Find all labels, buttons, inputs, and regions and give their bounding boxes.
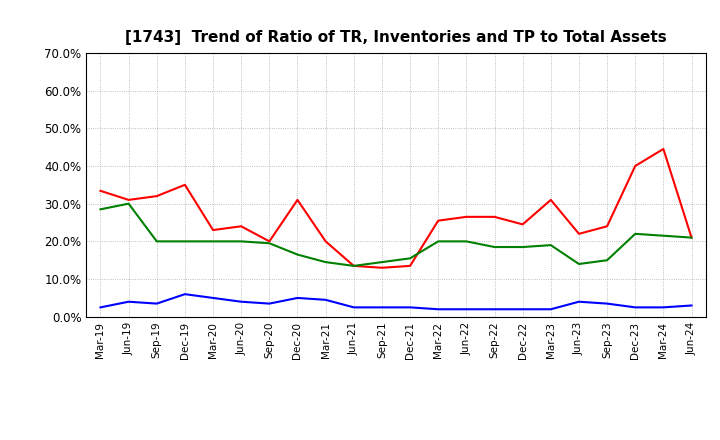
Trade Receivables: [293, 197, 302, 202]
Trade Receivables: [209, 227, 217, 233]
Trade Payables: [293, 252, 302, 257]
Inventories: [349, 305, 358, 310]
Inventories: [687, 303, 696, 308]
Inventories: [237, 299, 246, 304]
Inventories: [490, 307, 499, 312]
Trade Payables: [631, 231, 639, 236]
Line: Trade Receivables: Trade Receivables: [101, 149, 691, 268]
Inventories: [406, 305, 415, 310]
Inventories: [181, 292, 189, 297]
Trade Receivables: [490, 214, 499, 220]
Trade Payables: [603, 257, 611, 263]
Inventories: [659, 305, 667, 310]
Trade Payables: [546, 242, 555, 248]
Line: Inventories: Inventories: [101, 294, 691, 309]
Trade Payables: [377, 260, 386, 265]
Trade Payables: [153, 239, 161, 244]
Inventories: [434, 307, 443, 312]
Trade Payables: [575, 261, 583, 267]
Trade Receivables: [181, 182, 189, 187]
Inventories: [209, 295, 217, 301]
Trade Receivables: [546, 197, 555, 202]
Trade Payables: [125, 201, 133, 206]
Inventories: [631, 305, 639, 310]
Trade Payables: [406, 256, 415, 261]
Trade Payables: [321, 260, 330, 265]
Inventories: [518, 307, 527, 312]
Trade Payables: [687, 235, 696, 240]
Trade Receivables: [575, 231, 583, 236]
Trade Receivables: [687, 235, 696, 240]
Trade Receivables: [125, 197, 133, 202]
Trade Payables: [462, 239, 471, 244]
Trade Receivables: [603, 224, 611, 229]
Trade Receivables: [462, 214, 471, 220]
Trade Receivables: [377, 265, 386, 271]
Inventories: [546, 307, 555, 312]
Trade Payables: [434, 239, 443, 244]
Trade Payables: [349, 263, 358, 268]
Inventories: [575, 299, 583, 304]
Inventories: [377, 305, 386, 310]
Trade Payables: [209, 239, 217, 244]
Inventories: [462, 307, 471, 312]
Trade Receivables: [631, 163, 639, 169]
Inventories: [125, 299, 133, 304]
Trade Payables: [237, 239, 246, 244]
Trade Receivables: [406, 263, 415, 268]
Trade Receivables: [237, 224, 246, 229]
Line: Trade Payables: Trade Payables: [101, 204, 691, 266]
Trade Payables: [265, 241, 274, 246]
Trade Receivables: [96, 188, 105, 194]
Trade Receivables: [659, 147, 667, 152]
Trade Receivables: [265, 239, 274, 244]
Trade Receivables: [518, 222, 527, 227]
Trade Receivables: [434, 218, 443, 223]
Trade Payables: [96, 207, 105, 212]
Trade Payables: [181, 239, 189, 244]
Trade Payables: [518, 244, 527, 249]
Trade Receivables: [153, 194, 161, 199]
Inventories: [293, 295, 302, 301]
Inventories: [321, 297, 330, 302]
Title: [1743]  Trend of Ratio of TR, Inventories and TP to Total Assets: [1743] Trend of Ratio of TR, Inventories…: [125, 29, 667, 45]
Trade Payables: [659, 233, 667, 238]
Trade Receivables: [349, 263, 358, 268]
Inventories: [603, 301, 611, 306]
Inventories: [265, 301, 274, 306]
Trade Payables: [490, 244, 499, 249]
Inventories: [153, 301, 161, 306]
Trade Receivables: [321, 239, 330, 244]
Inventories: [96, 305, 105, 310]
